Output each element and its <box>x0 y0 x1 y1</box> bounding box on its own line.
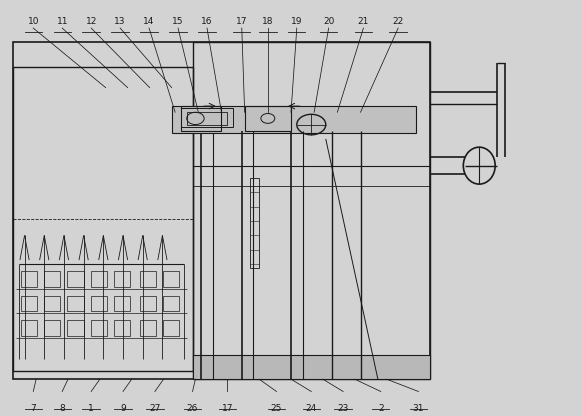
Text: 17: 17 <box>236 17 247 26</box>
Text: 12: 12 <box>86 17 97 26</box>
Bar <box>163 271 179 287</box>
Text: 21: 21 <box>358 17 369 26</box>
Text: 13: 13 <box>115 17 126 26</box>
Bar <box>181 108 233 126</box>
Text: 7: 7 <box>30 404 36 413</box>
Text: 23: 23 <box>338 404 349 413</box>
Bar <box>193 42 430 379</box>
Bar <box>91 271 107 287</box>
Text: 8: 8 <box>59 404 65 413</box>
Text: 22: 22 <box>392 17 404 26</box>
Bar <box>140 320 156 336</box>
Text: 24: 24 <box>306 404 317 413</box>
Text: 15: 15 <box>172 17 184 26</box>
Text: 31: 31 <box>413 404 424 413</box>
Text: 27: 27 <box>149 404 161 413</box>
Bar <box>244 106 291 131</box>
Bar <box>68 320 84 336</box>
Bar <box>140 296 156 312</box>
Text: 10: 10 <box>27 17 39 26</box>
Bar <box>91 296 107 312</box>
Text: 19: 19 <box>291 17 303 26</box>
Bar <box>44 271 61 287</box>
Text: 9: 9 <box>120 404 126 413</box>
Bar <box>44 296 61 312</box>
Text: 2: 2 <box>378 404 384 413</box>
Bar <box>113 271 130 287</box>
Bar <box>13 67 193 371</box>
Text: 16: 16 <box>201 17 213 26</box>
Bar <box>113 320 130 336</box>
Text: 14: 14 <box>143 17 155 26</box>
Bar <box>68 296 84 312</box>
Text: 20: 20 <box>323 17 334 26</box>
Bar <box>187 112 228 124</box>
Text: 1: 1 <box>88 404 94 413</box>
Bar <box>13 42 430 379</box>
Bar <box>21 320 37 336</box>
Bar <box>250 178 259 268</box>
Bar <box>21 296 37 312</box>
Text: 26: 26 <box>187 404 198 413</box>
Bar <box>140 271 156 287</box>
Bar <box>113 296 130 312</box>
Text: 17: 17 <box>222 404 233 413</box>
Bar <box>163 296 179 312</box>
Bar <box>91 320 107 336</box>
Text: 18: 18 <box>262 17 274 26</box>
Bar <box>163 320 179 336</box>
Text: 25: 25 <box>271 404 282 413</box>
Bar <box>68 271 84 287</box>
Bar <box>181 106 222 131</box>
Bar <box>44 320 61 336</box>
Text: 11: 11 <box>56 17 68 26</box>
Bar <box>172 106 416 133</box>
Bar <box>21 271 37 287</box>
Bar <box>193 354 430 379</box>
